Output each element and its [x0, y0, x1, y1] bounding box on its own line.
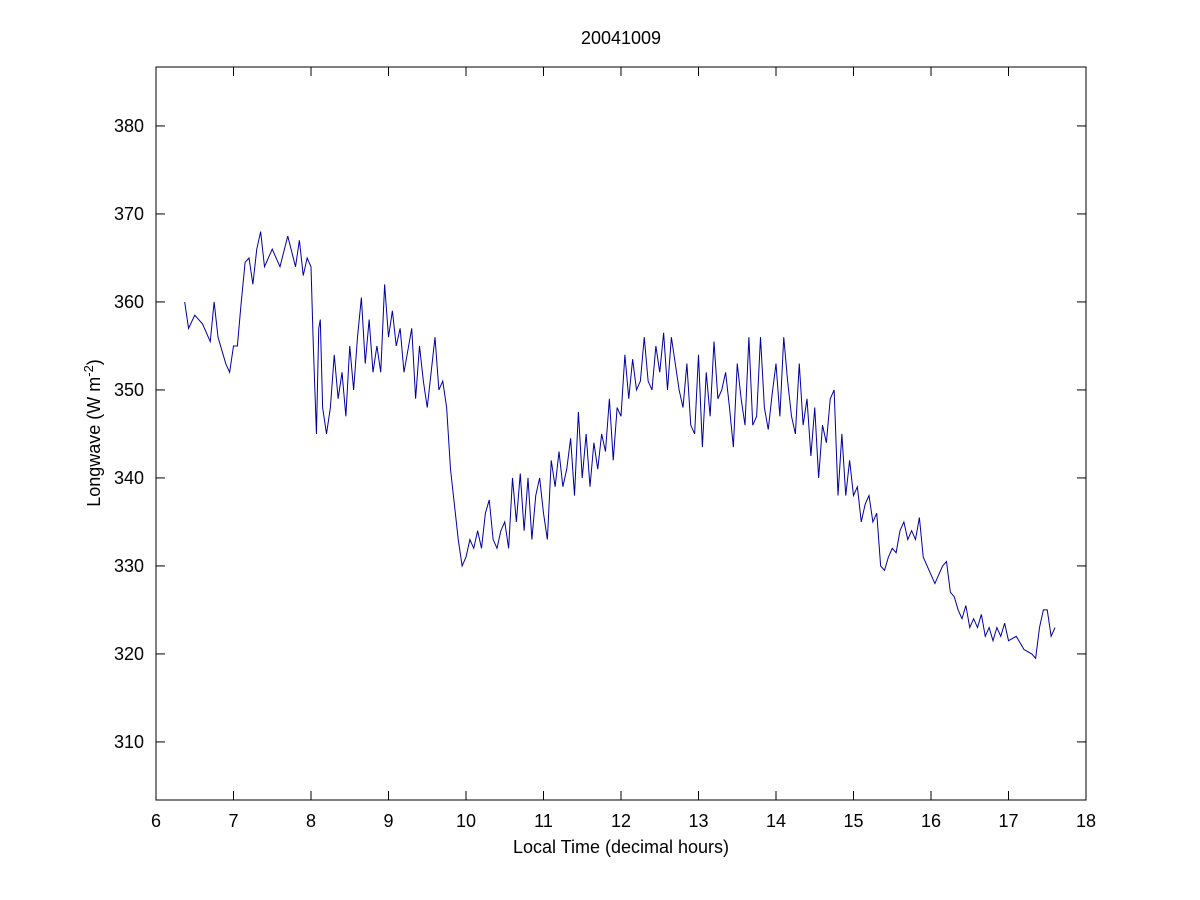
y-label-sup: -2 [81, 365, 96, 377]
x-tick-label: 6 [151, 811, 161, 831]
plot-box [155, 66, 1087, 801]
x-tick-label: 14 [766, 811, 786, 831]
x-tick-label: 15 [843, 811, 863, 831]
x-tick-label: 10 [456, 811, 476, 831]
y-tick-label: 330 [114, 556, 144, 576]
x-tick-label: 16 [921, 811, 941, 831]
y-tick-label: 370 [114, 204, 144, 224]
chart-title: 20041009 [581, 28, 661, 48]
x-tick-label: 11 [534, 811, 553, 831]
data-line [184, 231, 1056, 660]
y-label-end: ) [84, 359, 104, 365]
x-tick-label: 13 [688, 811, 708, 831]
y-tick-label: 360 [114, 292, 144, 312]
x-tick-label: 8 [306, 811, 316, 831]
x-tick-label: 7 [228, 811, 238, 831]
y-tick-label: 320 [114, 644, 144, 664]
y-tick-label: 340 [114, 468, 144, 488]
y-axis-label: Longwave (W m-2) [81, 359, 104, 507]
y-tick-label: 380 [114, 116, 144, 136]
y-tick-label: 310 [114, 732, 144, 752]
y-label-text: Longwave (W m [84, 377, 104, 507]
x-tick-label: 9 [383, 811, 393, 831]
x-tick-label: 17 [998, 811, 1018, 831]
x-axis-label: Local Time (decimal hours) [513, 837, 729, 857]
x-tick-label: 12 [611, 811, 631, 831]
y-tick-label: 350 [114, 380, 144, 400]
x-tick-label: 18 [1076, 811, 1096, 831]
